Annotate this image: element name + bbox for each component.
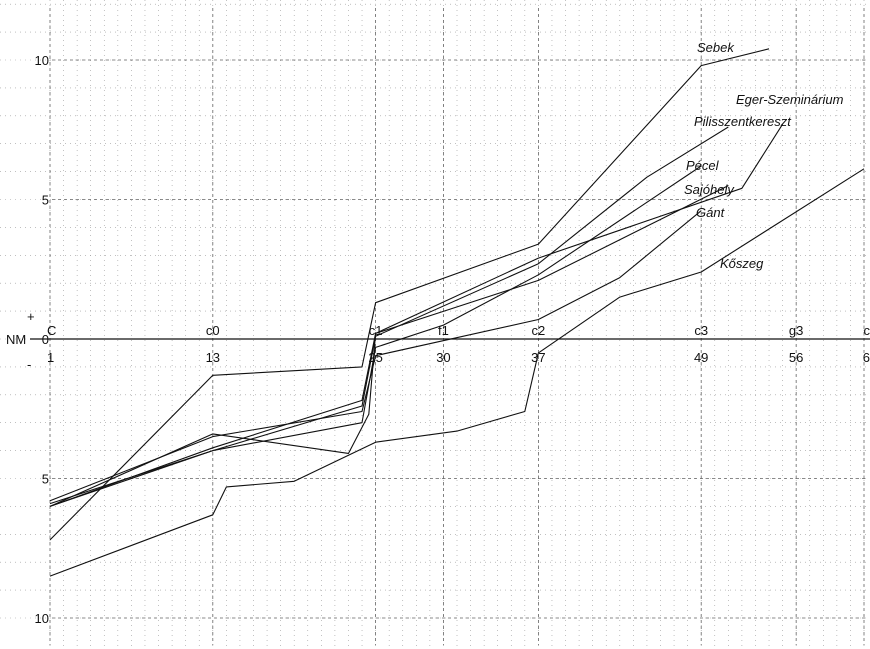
series-lines xyxy=(49,48,865,577)
x-note-label: c3 xyxy=(694,323,708,338)
y-tick-label: 10 xyxy=(35,611,49,626)
series-label: Pécel xyxy=(686,158,720,173)
series-line-sebek xyxy=(49,48,770,541)
x-note-label: c xyxy=(864,323,870,338)
y-tick-label: 5 xyxy=(42,193,49,208)
y-tick-label: 5 xyxy=(42,472,49,487)
x-tick-label: 37 xyxy=(531,350,545,365)
series-label: Eger-Szeminárium xyxy=(736,92,844,107)
x-tick-label: 6 xyxy=(863,350,870,365)
series-label: Kőszeg xyxy=(720,256,764,271)
x-tick-label: 56 xyxy=(789,350,803,365)
series-line-saj-hely xyxy=(49,185,729,507)
series-line-g-nt xyxy=(49,210,702,502)
positive-sign: + xyxy=(27,309,35,324)
x-tick-label: 30 xyxy=(436,350,450,365)
negative-sign: - xyxy=(27,357,31,372)
series-line-p-cel xyxy=(49,165,702,507)
series-line-k-szeg xyxy=(49,168,865,577)
series-label: Pilisszentkereszt xyxy=(694,114,792,129)
x-note-label: c2 xyxy=(532,323,546,338)
series-label: Sajóhely xyxy=(684,182,735,197)
x-tick-label: 13 xyxy=(206,350,220,365)
x-note-label: c0 xyxy=(206,323,220,338)
y-axis-label: NM xyxy=(6,332,26,347)
y-tick-label: 0 xyxy=(42,332,49,347)
x-note-label: g3 xyxy=(789,323,803,338)
y-tick-label: 10 xyxy=(35,53,49,68)
x-note-label: f1 xyxy=(438,323,449,338)
series-label: Sebek xyxy=(697,40,735,55)
series-labels: Sebek Eger-Szeminárium Pilisszentkereszt Pé… xyxy=(684,40,844,271)
x-note-label: C xyxy=(47,323,56,338)
x-tick-label: 49 xyxy=(694,350,708,365)
series-label: Gánt xyxy=(696,205,726,220)
x-tick-label: 1 xyxy=(47,350,54,365)
